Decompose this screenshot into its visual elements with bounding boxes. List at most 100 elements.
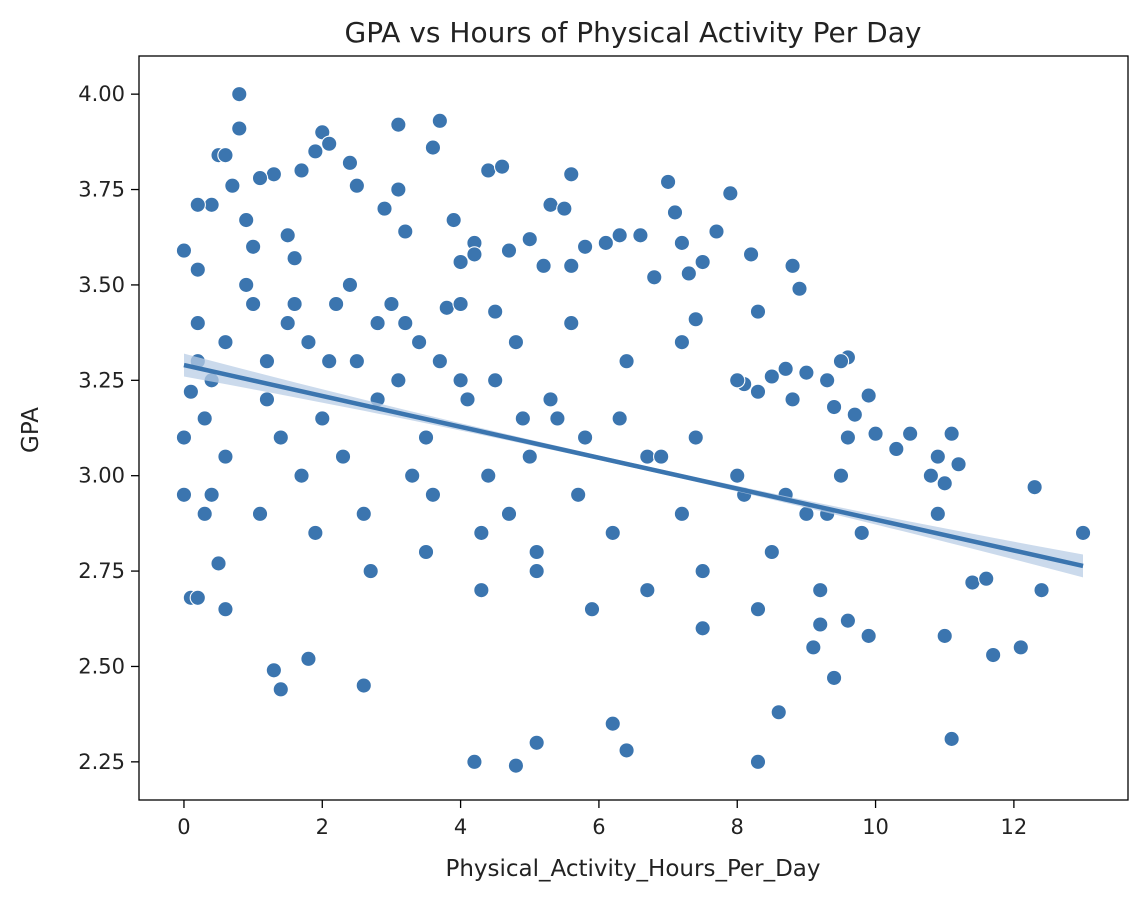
scatter-point bbox=[493, 158, 511, 175]
scatter-point bbox=[611, 227, 628, 244]
scatter-point bbox=[929, 448, 946, 465]
x-tick-label: 12 bbox=[1001, 815, 1028, 839]
scatter-point bbox=[327, 295, 345, 313]
scatter-point bbox=[687, 429, 704, 446]
scatter-point bbox=[646, 269, 663, 286]
y-axis-label: GPA bbox=[18, 407, 44, 453]
scatter-point bbox=[238, 211, 255, 229]
y-tick-label: 3.75 bbox=[78, 178, 125, 202]
scatter-point bbox=[729, 372, 746, 389]
scatter-point bbox=[175, 486, 193, 503]
scatter-point bbox=[639, 582, 656, 599]
scatter-point bbox=[694, 620, 711, 637]
scatter-point bbox=[1074, 524, 1092, 542]
scatter-point bbox=[507, 757, 525, 774]
scatter-point bbox=[514, 410, 531, 427]
scatter-point bbox=[950, 456, 967, 473]
x-tick-label: 0 bbox=[177, 815, 190, 839]
scatter-point bbox=[466, 753, 483, 770]
scatter-point bbox=[452, 372, 469, 389]
scatter-point bbox=[784, 391, 801, 408]
scatter-point bbox=[528, 543, 545, 561]
scatter-point bbox=[265, 166, 283, 183]
scatter-point bbox=[175, 242, 193, 259]
scatter-point bbox=[528, 562, 545, 580]
scatter-point bbox=[673, 505, 691, 522]
scatter-point bbox=[500, 242, 518, 259]
scatter-point bbox=[542, 196, 559, 213]
y-tick-label: 3.00 bbox=[78, 464, 125, 488]
scatter-point bbox=[217, 147, 234, 164]
scatter-point bbox=[687, 311, 704, 328]
scatter-point bbox=[812, 616, 829, 633]
scatter-point bbox=[348, 177, 366, 194]
scatter-point bbox=[819, 372, 836, 389]
scatter-point bbox=[244, 238, 262, 255]
scatter-point bbox=[784, 257, 801, 274]
plot-area bbox=[175, 86, 1092, 774]
scatter-point bbox=[196, 410, 213, 427]
scatter-point bbox=[839, 429, 857, 446]
scatter-point bbox=[244, 295, 262, 313]
scatter-point bbox=[978, 570, 995, 587]
scatter-point bbox=[210, 555, 227, 572]
scatter-point bbox=[238, 276, 255, 294]
y-tick-label: 2.50 bbox=[78, 654, 125, 678]
regression-line bbox=[183, 362, 1084, 569]
scatter-point bbox=[314, 410, 331, 427]
scatter-point bbox=[618, 353, 635, 370]
scatter-point bbox=[549, 410, 566, 427]
scatter-point bbox=[742, 246, 760, 263]
scatter-point bbox=[279, 227, 296, 244]
scatter-point bbox=[410, 333, 428, 351]
scatter-point bbox=[480, 467, 497, 484]
scatter-point bbox=[431, 353, 448, 370]
scatter-point bbox=[369, 314, 386, 332]
scatter-point bbox=[438, 299, 455, 316]
scatter-point bbox=[618, 742, 635, 759]
scatter-point bbox=[1033, 582, 1050, 599]
scatter-point bbox=[487, 303, 504, 320]
y-tick-label: 2.25 bbox=[78, 750, 125, 774]
scatter-point bbox=[404, 467, 421, 484]
scatter-point bbox=[812, 582, 829, 599]
y-tick-label: 2.75 bbox=[78, 559, 125, 583]
scatter-point bbox=[452, 253, 469, 271]
scatter-point bbox=[196, 505, 213, 522]
scatter-point bbox=[390, 116, 407, 133]
scatter-point bbox=[535, 257, 552, 274]
scatter-point bbox=[189, 314, 206, 332]
scatter-point bbox=[217, 333, 234, 351]
scatter-point bbox=[417, 543, 435, 561]
scatter-point bbox=[563, 314, 580, 332]
scatter-point bbox=[487, 372, 504, 389]
scatter-point bbox=[390, 181, 407, 198]
scatter-point bbox=[231, 120, 248, 137]
y-tick-label: 3.50 bbox=[78, 273, 125, 297]
scatter-point bbox=[341, 276, 359, 294]
scatter-point bbox=[355, 505, 372, 522]
scatter-point bbox=[867, 425, 884, 442]
scatter-point bbox=[251, 169, 269, 187]
scatter-point bbox=[417, 429, 435, 446]
scatter-point bbox=[473, 524, 490, 542]
scatter-point bbox=[860, 387, 877, 404]
scatter-point bbox=[542, 391, 559, 408]
scatter-point bbox=[763, 368, 780, 385]
scatter-point bbox=[639, 448, 656, 465]
x-tick-label: 4 bbox=[454, 815, 467, 839]
scatter-point bbox=[943, 730, 960, 748]
scatter-point bbox=[666, 204, 684, 221]
scatter-point bbox=[307, 524, 324, 542]
scatter-point bbox=[383, 295, 400, 313]
scatter-point bbox=[224, 177, 241, 194]
scatter-point bbox=[964, 574, 981, 591]
scatter-point bbox=[825, 669, 843, 687]
scatter-point bbox=[348, 353, 366, 370]
scatter-point bbox=[258, 391, 276, 408]
scatter-point bbox=[984, 646, 1002, 664]
scatter-point bbox=[480, 162, 497, 179]
scatter-point bbox=[231, 86, 248, 103]
scatter-point bbox=[653, 448, 670, 465]
